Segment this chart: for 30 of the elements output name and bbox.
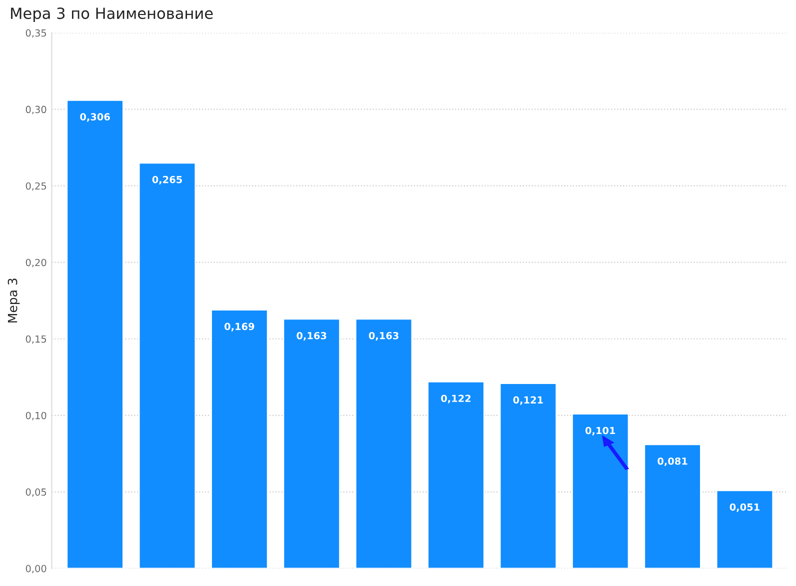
data-label: 0,163 [296,332,326,341]
data-label: 0,051 [730,503,760,512]
bar [644,444,702,568]
y-tick-label: 0,15 [26,335,46,344]
bar [138,162,196,568]
data-label: 0,081 [658,457,688,466]
data-label: 0,265 [152,176,182,184]
data-label: 0,163 [368,332,398,341]
bar [499,382,558,568]
bar [427,381,485,568]
y-tick-label: 0,30 [26,106,46,114]
data-label: 0,169 [224,322,254,332]
bar [282,318,340,568]
data-label: 0,101 [585,426,616,436]
bar [210,309,268,568]
data-label: 0,122 [441,394,471,404]
y-tick-label: 0,00 [26,564,46,574]
bar [66,99,124,568]
y-tick-label: 0,35 [26,29,46,38]
y-tick-label: 0,10 [26,412,46,420]
chart-title: Мера 3 по Наименование [11,8,213,22]
bar [354,318,413,568]
bar [572,413,630,568]
data-label: 0,121 [513,396,543,405]
y-tick-label: 0,05 [26,488,46,497]
bar [716,490,774,568]
y-tick-label: 0,25 [26,182,46,191]
data-label: 0,306 [80,113,110,122]
y-tick-label: 0,20 [26,258,46,268]
y-axis-title: Мера 3 [8,278,20,322]
